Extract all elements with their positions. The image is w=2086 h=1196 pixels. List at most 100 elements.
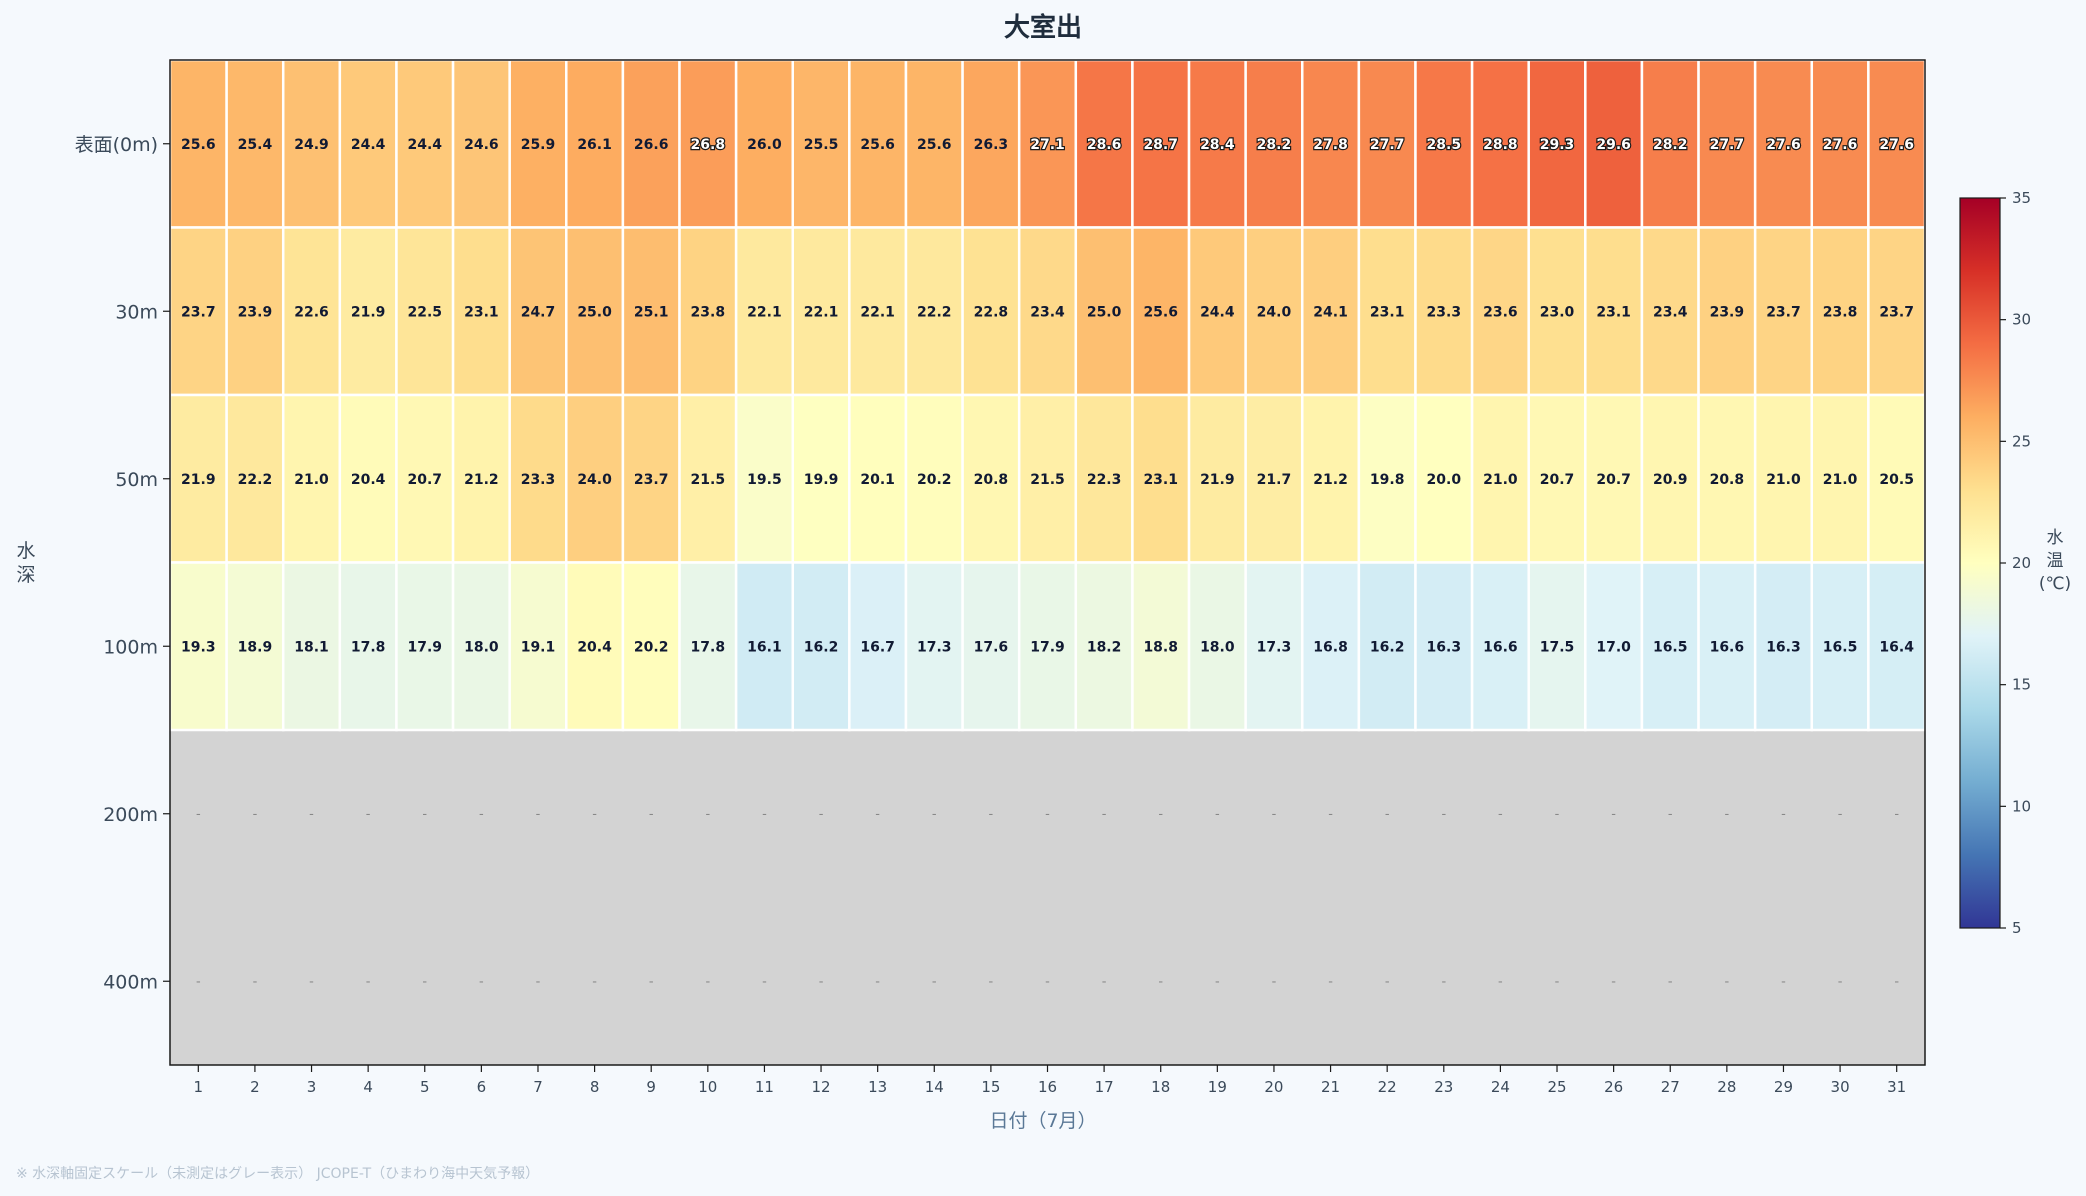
colorbar-tick-label: 10 [2012, 797, 2031, 815]
cell-value-label: 23.9 [1710, 304, 1745, 320]
heatmap-cell [1810, 226, 1870, 397]
heatmap-cell [734, 226, 794, 397]
heatmap-cell [1244, 58, 1304, 229]
colorbar-tick-label: 30 [2012, 311, 2031, 329]
heatmap-cell [1357, 226, 1417, 397]
colorbar-tick-label: 25 [2012, 432, 2031, 450]
colorbar-tick-label: 20 [2012, 554, 2031, 572]
cell-value-label: 20.7 [407, 472, 442, 488]
x-tick-label: 22 [1378, 1078, 1397, 1096]
cell-value-label: 21.9 [351, 304, 386, 320]
y-tick-label: 100m [103, 636, 158, 658]
x-tick-label: 1 [194, 1078, 204, 1096]
heatmap-cell [508, 393, 568, 564]
heatmap-cell [678, 58, 738, 229]
missing-value-label: - [1498, 974, 1503, 989]
cell-value-label: 27.6 [1766, 137, 1801, 153]
cell-value-label: 25.0 [1087, 304, 1122, 320]
cell-value-label: 20.5 [1879, 472, 1914, 488]
cell-value-label: 17.9 [1030, 639, 1065, 655]
cell-value-label: 23.3 [1427, 304, 1462, 320]
heatmap-cell [734, 561, 794, 732]
cell-value-label: 27.7 [1710, 137, 1745, 153]
cell-value-label: 27.8 [1313, 137, 1348, 153]
missing-value-label: - [1498, 807, 1503, 822]
cell-value-label: 28.2 [1653, 137, 1688, 153]
heatmap-cell [1131, 561, 1191, 732]
cell-value-label: 25.6 [181, 137, 216, 153]
missing-value-label: - [422, 807, 427, 822]
cell-value-label: 18.0 [1200, 639, 1235, 655]
cell-value-label: 24.9 [294, 137, 329, 153]
cell-value-label: 28.5 [1427, 137, 1462, 153]
x-tick-label: 27 [1661, 1078, 1680, 1096]
missing-value-label: - [875, 974, 880, 989]
missing-value-label: - [1272, 807, 1277, 822]
missing-value-label: - [1272, 974, 1277, 989]
heatmap-cell [1244, 393, 1304, 564]
cell-value-label: 17.3 [917, 639, 952, 655]
missing-value-label: - [1555, 974, 1560, 989]
cell-value-label: 24.4 [351, 137, 386, 153]
cell-value-label: 16.2 [1370, 639, 1405, 655]
missing-value-label: - [649, 974, 654, 989]
cell-value-label: 16.4 [1879, 639, 1914, 655]
x-tick-label: 25 [1547, 1078, 1566, 1096]
missing-value-label: - [1441, 807, 1446, 822]
heatmap-cell-labels: 25.6 25.4 24.9 24.4 24.4 24.6 25.9 26.1 26.6 26.8… [181, 136, 1915, 990]
cell-value-label: 25.5 [804, 137, 839, 153]
heatmap-cell [1414, 58, 1474, 229]
cell-value-label: 26.6 [634, 137, 669, 153]
missing-value-label: - [762, 974, 767, 989]
x-tick-label: 18 [1151, 1078, 1170, 1096]
missing-value-label: - [536, 974, 541, 989]
cell-value-label: 18.9 [238, 639, 273, 655]
missing-value-label: - [479, 974, 484, 989]
cell-value-label: 25.0 [577, 304, 612, 320]
cell-value-label: 20.9 [1653, 472, 1688, 488]
heatmap-cell [225, 58, 285, 229]
x-tick-label: 7 [533, 1078, 543, 1096]
heatmap-cell [281, 561, 342, 732]
cell-value-label: 24.0 [1257, 304, 1292, 320]
x-tick-label: 21 [1321, 1078, 1340, 1096]
heatmap-cell [848, 393, 908, 564]
chart-title: 大室出 [1004, 12, 1082, 43]
cell-value-label: 26.8 [691, 137, 726, 153]
heatmap-cell [338, 393, 398, 564]
cell-value-label: 20.4 [351, 472, 386, 488]
missing-value-label: - [592, 974, 597, 989]
x-tick-label: 30 [1831, 1078, 1850, 1096]
heatmap-cell [791, 393, 851, 564]
cell-value-label: 24.0 [577, 472, 612, 488]
heatmap-cell [1074, 393, 1134, 564]
cell-value-label: 21.0 [1766, 472, 1801, 488]
cell-value-label: 23.9 [238, 304, 273, 320]
cell-value-label: 29.3 [1540, 137, 1575, 153]
heatmap-cell [1697, 226, 1757, 397]
cell-value-label: 17.3 [1257, 639, 1292, 655]
cell-value-label: 24.1 [1313, 304, 1348, 320]
heatmap-cell [1527, 561, 1587, 732]
heatmap-cell [1187, 58, 1247, 229]
heatmap-cell [1187, 393, 1247, 564]
heatmap-cell [1414, 226, 1474, 397]
x-tick-label: 10 [698, 1078, 717, 1096]
cell-value-label: 19.1 [521, 639, 556, 655]
missing-value-label: - [366, 807, 371, 822]
heatmap-cell [1753, 393, 1814, 564]
cell-value-label: 20.2 [917, 472, 952, 488]
cell-value-label: 19.8 [1370, 472, 1405, 488]
cell-value-label: 23.1 [1370, 304, 1405, 320]
heatmap-cell [168, 561, 228, 732]
heatmap-cell [961, 226, 1021, 397]
missing-value-label: - [875, 807, 880, 822]
heatmap-cell [1640, 393, 1700, 564]
cell-value-label: 16.5 [1653, 639, 1688, 655]
colorbar-title: 温 [2047, 551, 2064, 571]
heatmap-cell [225, 561, 285, 732]
missing-value-label: - [1158, 807, 1163, 822]
x-tick-label: 8 [590, 1078, 600, 1096]
cell-value-label: 22.1 [860, 304, 895, 320]
